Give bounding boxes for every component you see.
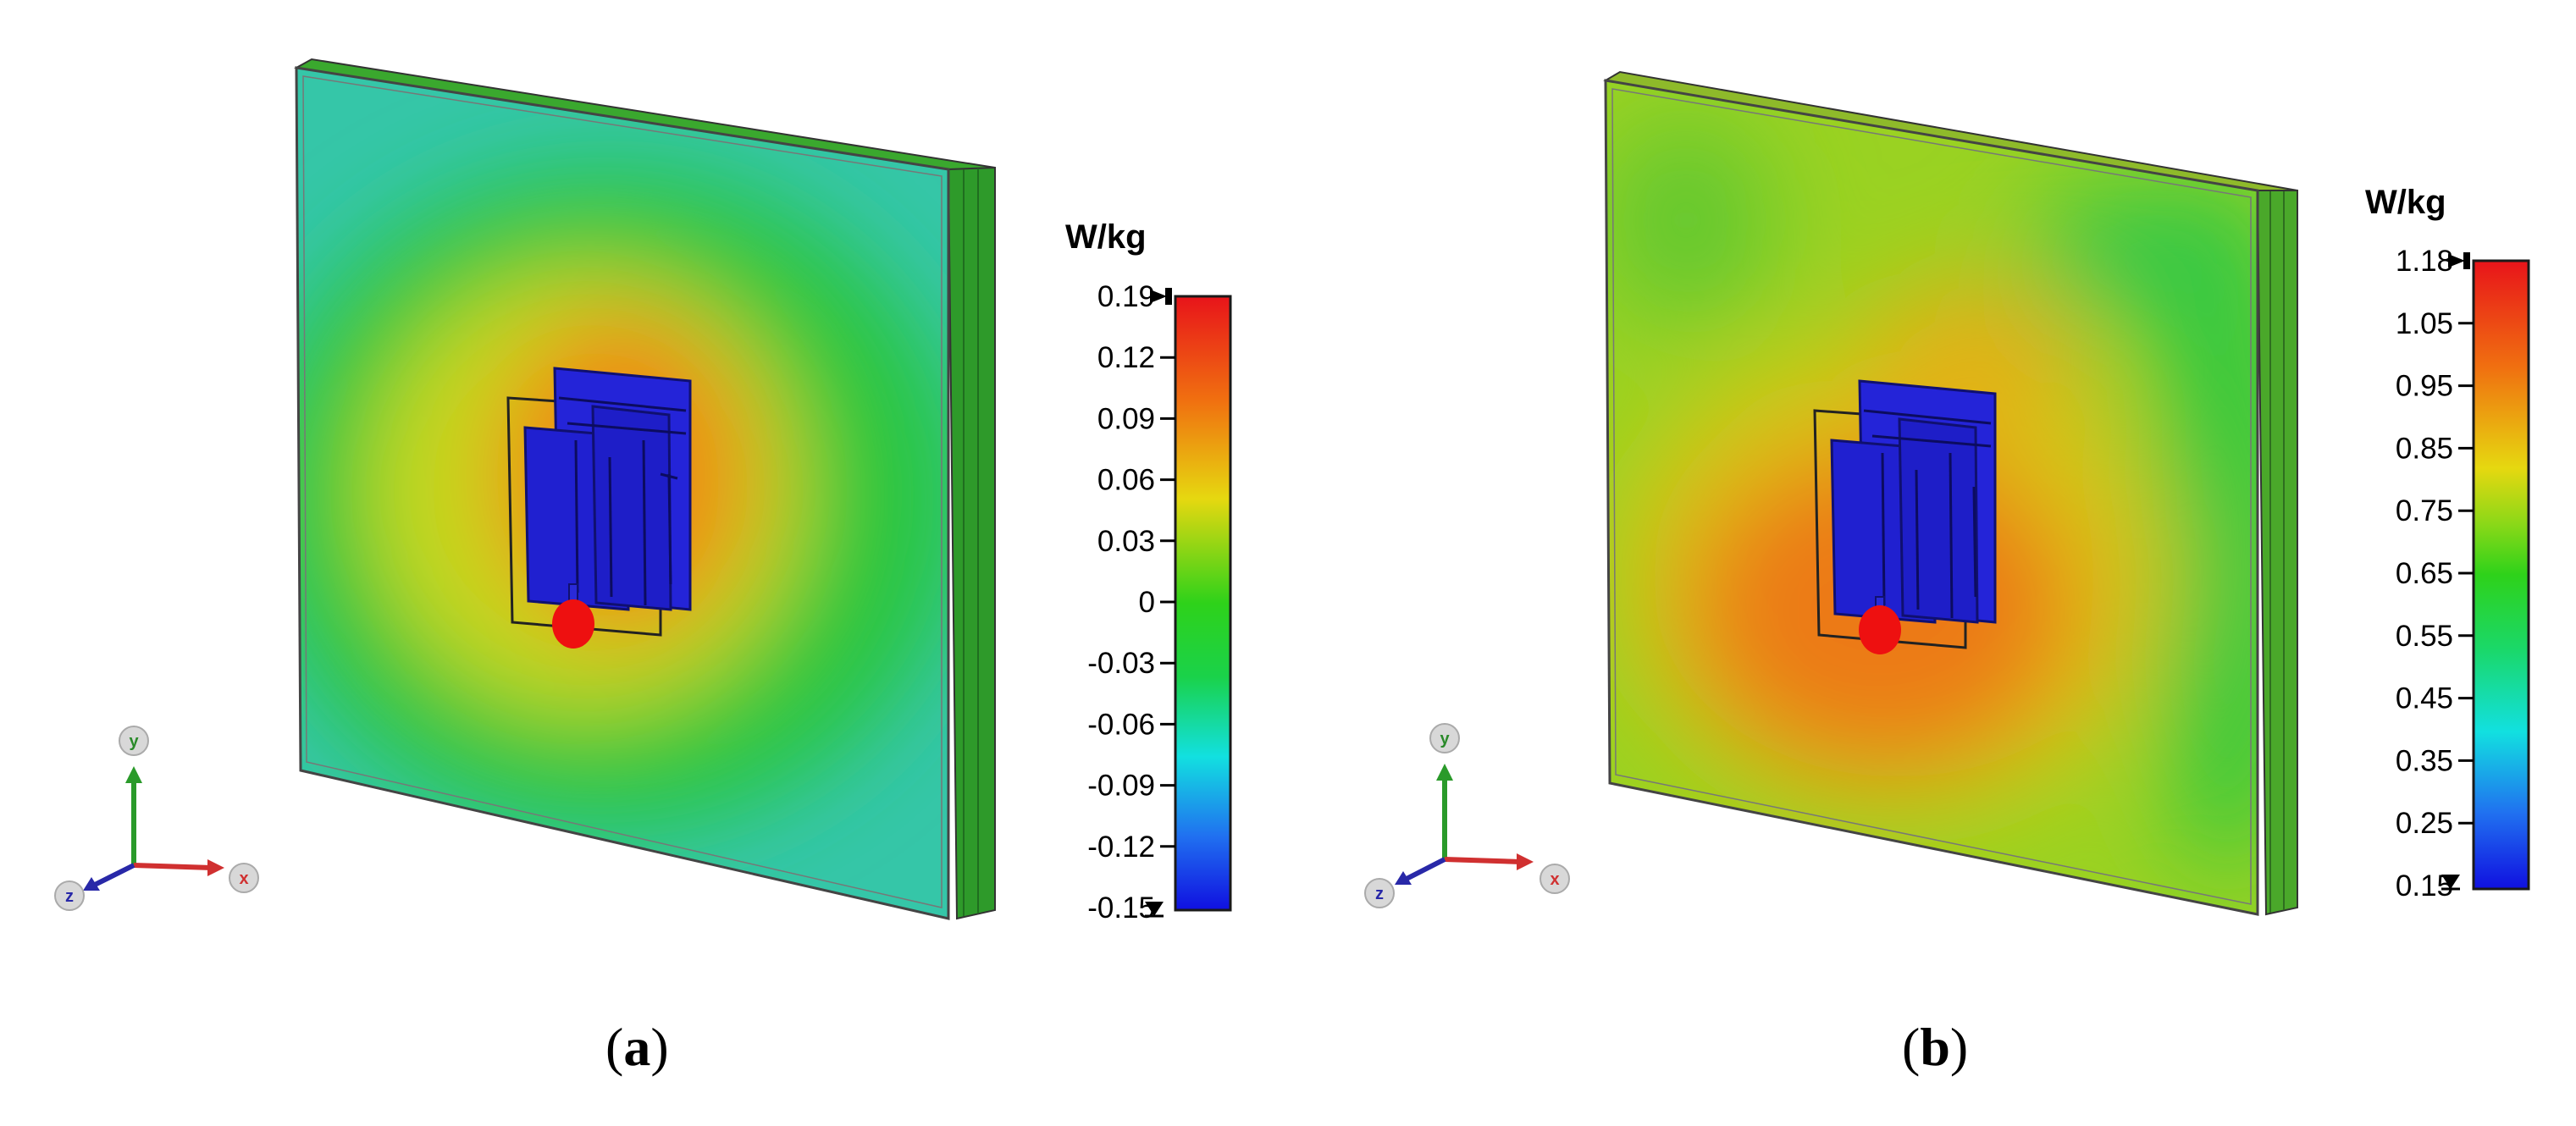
scale-tick-label: 0.35	[2396, 744, 2453, 777]
scale-tick-label: 0.45	[2396, 682, 2453, 715]
scale-tick-label: 0.06	[1097, 464, 1155, 497]
feed-port-b	[1859, 605, 1901, 654]
scale-tick-label: 1.05	[2396, 307, 2453, 340]
axis-label-z: z	[65, 887, 74, 906]
scale-tick-label: 0.85	[2396, 432, 2453, 465]
slab-side-b	[2256, 190, 2298, 916]
scale-tick-label: 0.55	[2396, 620, 2453, 653]
feed-port-a	[552, 599, 594, 649]
sar-plot-a: y x z W/kg 0.19 0.12 0.09 0.06 0.03 0 -0.03 -0.…	[54, 58, 1232, 925]
scale-tick-label: -0.06	[1087, 708, 1155, 741]
scale-tick-label: 0.25	[2396, 807, 2453, 840]
scale-tick-label: 0.19	[1097, 280, 1155, 313]
unit-label-a: W/kg	[1065, 218, 1147, 256]
scale-tick-label: 0.15	[2396, 869, 2453, 902]
scale-tick-label: -0.12	[1087, 831, 1155, 864]
panel-a: y x z W/kg 0.19 0.12 0.09 0.06 0.03 0 -0.03 -0.…	[54, 58, 1232, 1077]
sar-plot-b: y x z W/kg 1.18 1.05 0.95 0.85 0.75 0.65 0.55 0…	[1364, 70, 2530, 916]
axis-label-x: x	[1550, 870, 1559, 889]
scale-tick-label: 0.03	[1097, 525, 1155, 558]
axis-label-z: z	[1375, 885, 1384, 903]
color-bar-b	[2472, 259, 2530, 891]
antenna-b	[1813, 379, 1997, 654]
scale-tick-label: 0.12	[1097, 341, 1155, 374]
color-bar-a	[1174, 295, 1232, 912]
slab-side-a	[947, 166, 996, 920]
caption-b: (b)	[1902, 1017, 1969, 1077]
axis-label-x: x	[239, 869, 248, 888]
axis-label-y: y	[1440, 730, 1450, 748]
scale-tick-label: -0.09	[1087, 770, 1155, 803]
scale-tick-label: 0.95	[2396, 370, 2453, 403]
scale-tick-label: -0.15	[1087, 891, 1155, 925]
antenna-a	[506, 367, 692, 649]
unit-label-b: W/kg	[2365, 184, 2446, 221]
color-scale-a: W/kg 0.19 0.12 0.09 0.06 0.03 0 -0.03 -0.06 -0.0…	[1065, 218, 1232, 925]
axis-triad-b: y x z	[1364, 723, 1570, 908]
color-scale-b: W/kg 1.18 1.05 0.95 0.85 0.75 0.65 0.55 0.45 0.3…	[2365, 184, 2530, 902]
scale-tick-label: 0.75	[2396, 494, 2453, 527]
caption-a: (a)	[605, 1017, 669, 1077]
scale-tick-label: 1.18	[2396, 245, 2453, 278]
scale-tick-label: 0.09	[1097, 402, 1155, 435]
axis-triad-a: y x z	[54, 726, 259, 911]
scale-tick-label: 0	[1139, 586, 1155, 619]
scale-tick-label: -0.03	[1087, 647, 1155, 680]
sar-field-b	[1606, 80, 2258, 914]
panel-b: y x z W/kg 1.18 1.05 0.95 0.85 0.75 0.65 0.55 0…	[1288, 0, 2576, 1126]
axis-label-y: y	[129, 732, 139, 751]
scale-tick-label: 0.65	[2396, 557, 2453, 590]
